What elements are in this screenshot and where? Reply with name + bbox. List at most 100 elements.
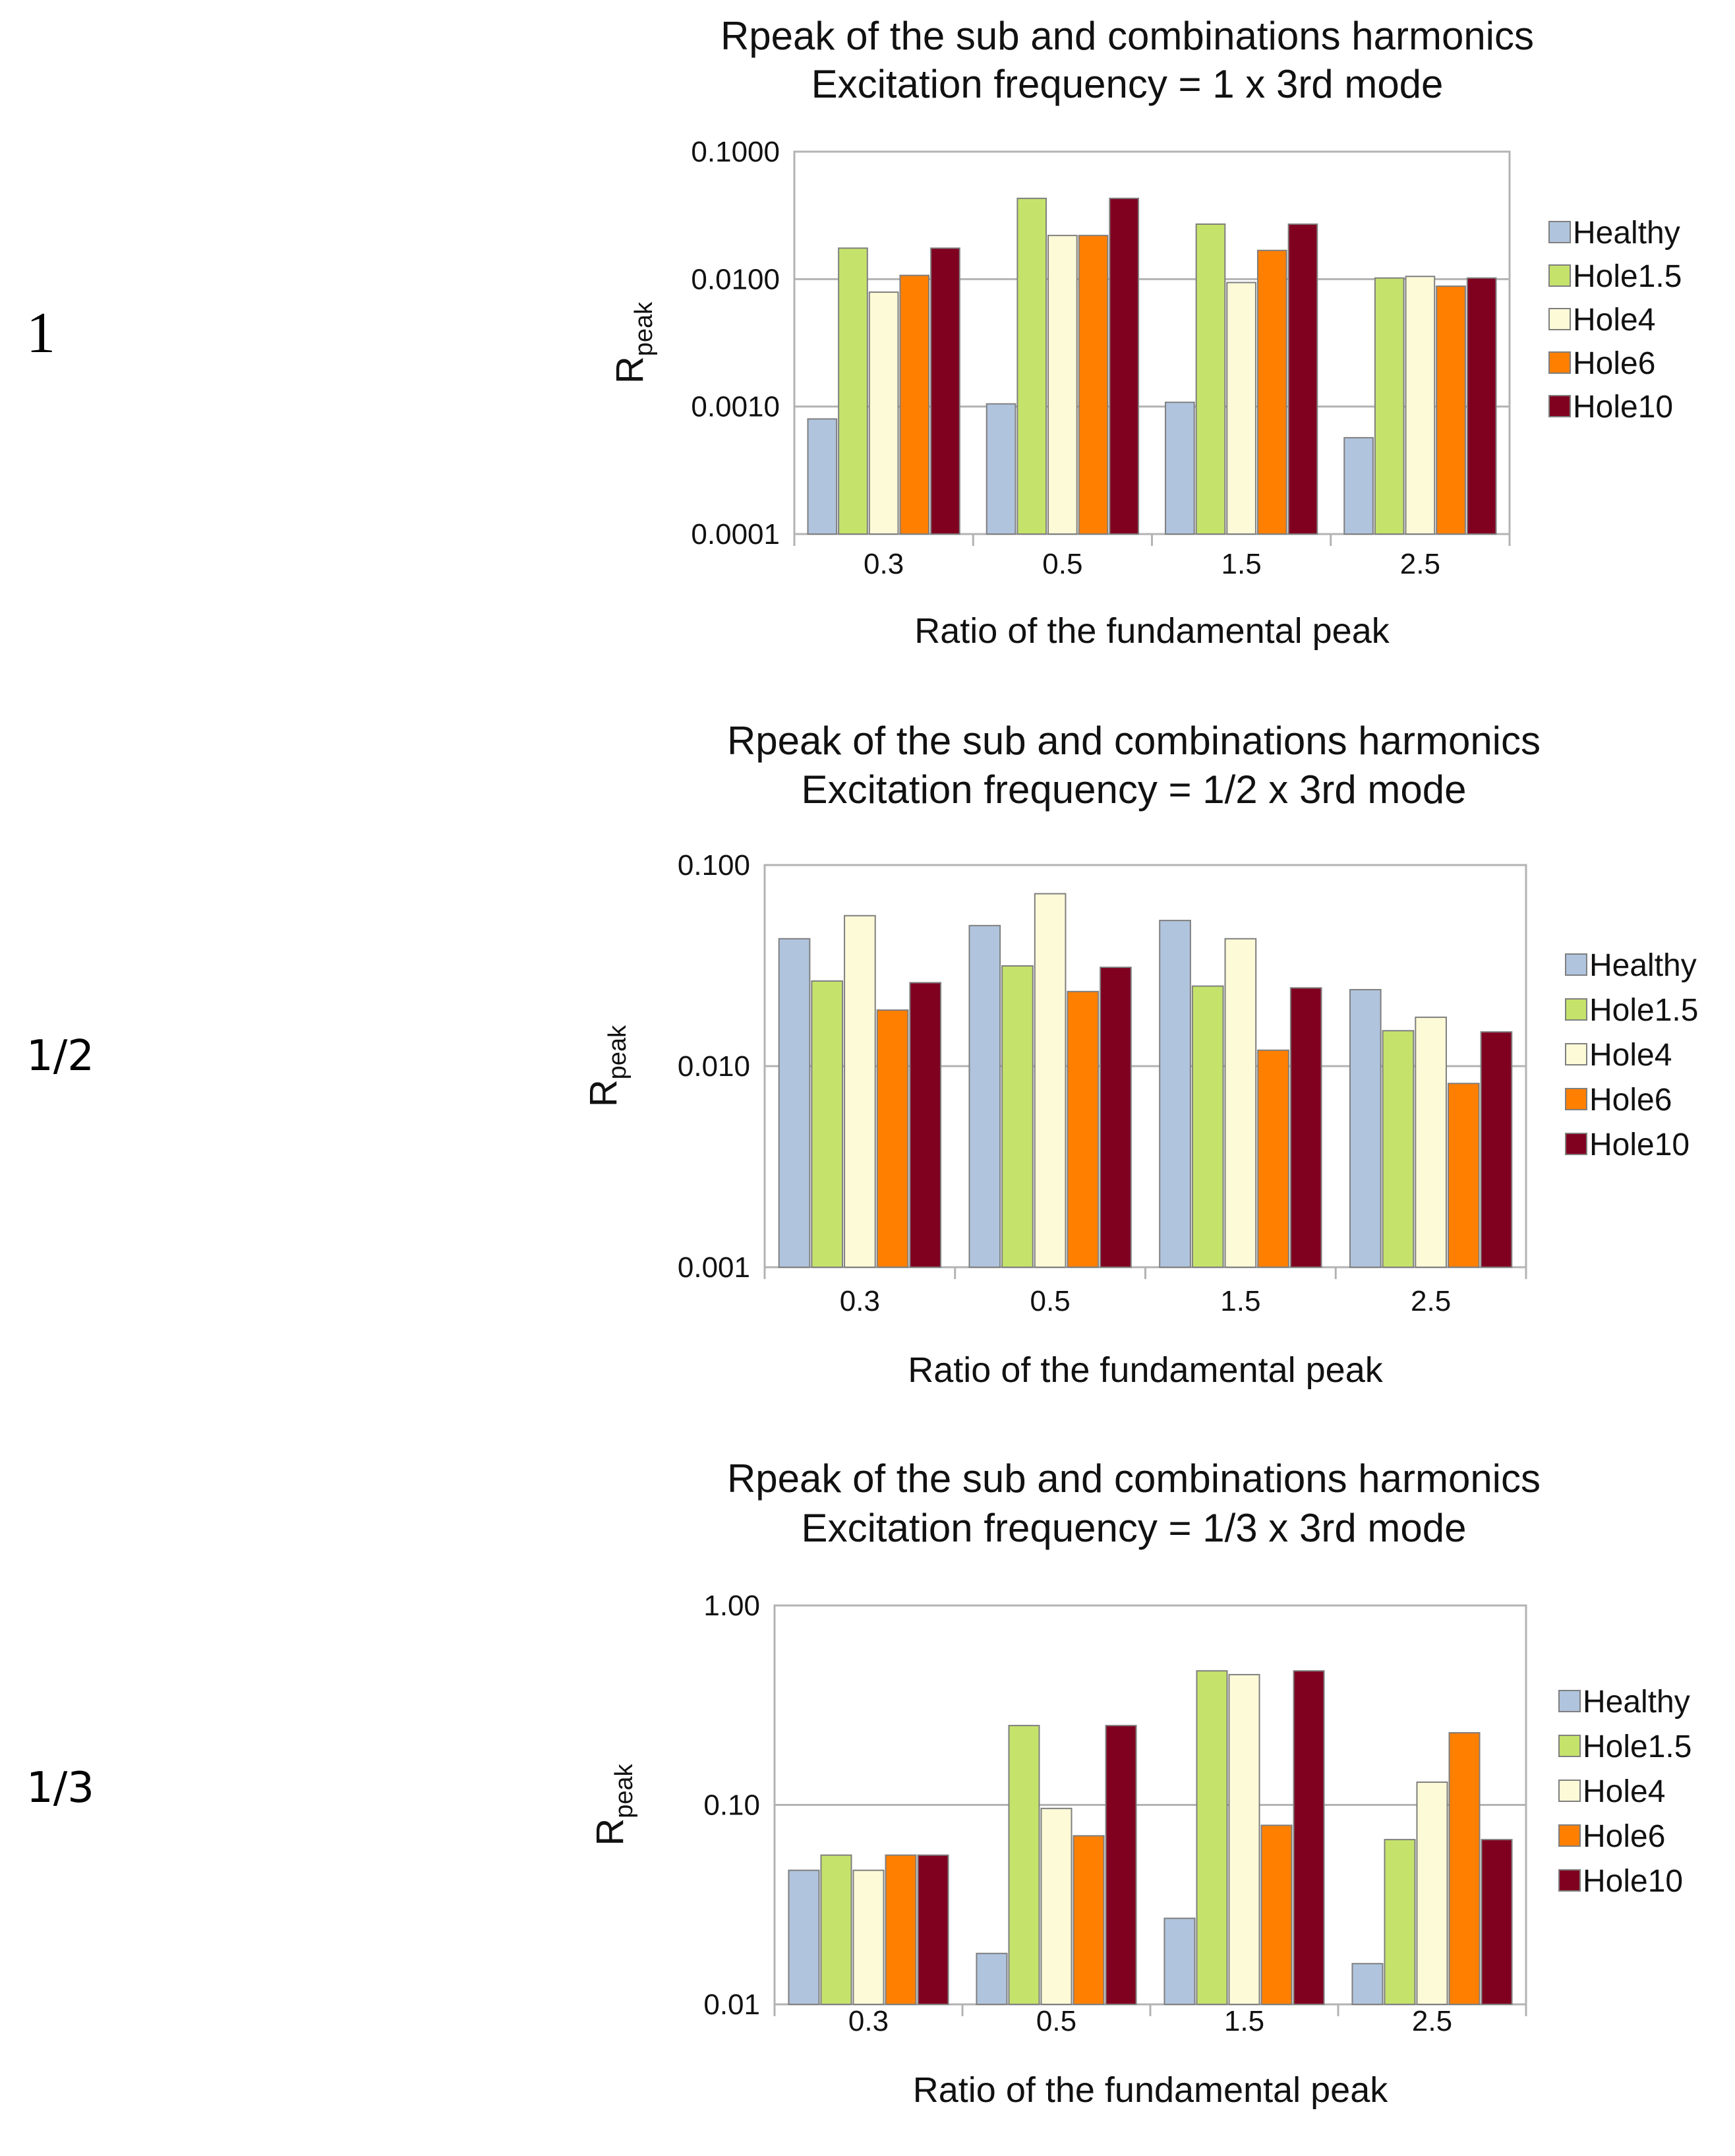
bar-hole6-2-5 xyxy=(1448,1732,1481,2005)
legend-label: Hole10 xyxy=(1583,1864,1683,1899)
bar-hole4-1-5 xyxy=(1226,282,1256,535)
x-tick-label: 2.5 xyxy=(1411,1285,1451,1317)
legend-swatch xyxy=(1548,395,1571,417)
bar-hole4-0-3 xyxy=(844,914,876,1268)
row-label-1-2: 1/2 xyxy=(26,1032,94,1081)
bar-hole4-1-5 xyxy=(1228,1673,1260,2005)
bar-hole6-2-5 xyxy=(1436,285,1466,535)
bar-hole4-0-3 xyxy=(868,291,899,535)
bar-hole6-0-3 xyxy=(899,274,930,535)
bar-healthy-1-5 xyxy=(1159,920,1191,1268)
bar-hole1-5-0-3 xyxy=(811,980,844,1268)
bar-hole10-0-3 xyxy=(930,247,960,535)
y-tick-label: 0.010 xyxy=(678,1050,750,1083)
bar-healthy-0-5 xyxy=(985,403,1016,535)
chart-title: Rpeak of the sub and combinations harmon… xyxy=(720,14,1534,58)
legend-label: Hole6 xyxy=(1589,1083,1672,1118)
bar-hole6-0-3 xyxy=(876,1009,909,1268)
bar-healthy-0-3 xyxy=(778,938,811,1268)
bar-hole4-0-5 xyxy=(1040,1807,1073,2006)
legend-swatch xyxy=(1548,221,1571,243)
legend-label: Healthy xyxy=(1589,948,1697,983)
bar-hole10-2-5 xyxy=(1481,1839,1513,2005)
x-tick-label: 2.5 xyxy=(1412,2005,1452,2037)
legend-swatch xyxy=(1565,953,1587,976)
legend-label: Hole6 xyxy=(1583,1819,1665,1854)
bar-healthy-0-3 xyxy=(807,418,838,535)
bar-healthy-0-3 xyxy=(788,1869,820,2005)
bar-hole10-1-5 xyxy=(1287,223,1318,535)
y-tick-label: 1.00 xyxy=(703,1590,760,1622)
legend-swatch xyxy=(1558,1869,1581,1892)
legend-swatch xyxy=(1565,1088,1587,1110)
bar-hole1-5-1-5 xyxy=(1195,223,1226,535)
row-label-1-3: 1/3 xyxy=(26,1764,94,1812)
legend-label: Hole4 xyxy=(1583,1774,1665,1809)
y-axis-label: Rpeak xyxy=(582,1025,632,1107)
legend-swatch xyxy=(1558,1780,1581,1802)
y-tick-label: 0.0100 xyxy=(691,263,780,295)
bar-hole6-0-5 xyxy=(1067,990,1100,1268)
legend-label: Hole1.5 xyxy=(1583,1729,1691,1764)
legend-swatch xyxy=(1548,264,1571,287)
bar-hole4-0-5 xyxy=(1047,235,1078,535)
bar-healthy-2-5 xyxy=(1351,1963,1384,2006)
bar-hole10-0-5 xyxy=(1105,1725,1137,2005)
legend-label: Healthy xyxy=(1583,1685,1690,1720)
bar-healthy-2-5 xyxy=(1343,436,1374,535)
legend-label: Hole10 xyxy=(1573,390,1673,425)
bar-hole1-5-0-5 xyxy=(1008,1725,1040,2005)
y-tick-label: 0.0010 xyxy=(691,391,780,423)
y-tick-label: 0.01 xyxy=(703,1989,760,2021)
bar-hole1-5-2-5 xyxy=(1382,1030,1415,1268)
x-axis-label: Ratio of the fundamental peak xyxy=(908,1350,1383,1390)
bar-hole6-0-3 xyxy=(885,1854,917,2005)
legend-swatch xyxy=(1565,1133,1587,1155)
y-tick-label: 0.100 xyxy=(678,849,750,882)
bar-hole6-0-5 xyxy=(1073,1835,1105,2005)
y-axis-label: Rpeak xyxy=(589,1763,638,1845)
bar-hole10-0-3 xyxy=(909,982,942,1268)
legend-swatch xyxy=(1558,1824,1581,1847)
bar-hole10-2-5 xyxy=(1466,277,1497,535)
chart-excitation-1: Rpeak of the sub and combinations harmon… xyxy=(608,14,1682,651)
bar-hole6-0-5 xyxy=(1078,235,1109,535)
legend-label: Hole10 xyxy=(1589,1127,1690,1162)
x-tick-label: 0.3 xyxy=(840,1285,880,1317)
bar-healthy-0-5 xyxy=(968,924,1001,1268)
bar-hole1-5-1-5 xyxy=(1191,985,1224,1268)
bar-hole10-1-5 xyxy=(1293,1670,1325,2005)
x-axis-label: Ratio of the fundamental peak xyxy=(914,611,1390,651)
bar-hole6-1-5 xyxy=(1260,1824,1293,2006)
bar-healthy-2-5 xyxy=(1349,989,1382,1268)
y-tick-label: 0.10 xyxy=(703,1789,760,1822)
x-tick-label: 0.3 xyxy=(864,548,904,580)
bar-hole10-2-5 xyxy=(1480,1031,1513,1268)
chart-subtitle: Excitation frequency = 1/2 x 3rd mode xyxy=(802,767,1467,812)
bar-hole1-5-1-5 xyxy=(1196,1670,1228,2005)
bar-hole1-5-2-5 xyxy=(1374,277,1405,535)
legend-swatch xyxy=(1565,1043,1587,1065)
legend-swatch xyxy=(1558,1690,1581,1712)
legend-label: Healthy xyxy=(1573,216,1680,251)
x-axis-label: Ratio of the fundamental peak xyxy=(913,2070,1388,2110)
legend-label: Hole1.5 xyxy=(1573,259,1682,294)
legend-swatch xyxy=(1558,1735,1581,1757)
bar-hole10-1-5 xyxy=(1289,987,1322,1268)
bar-hole10-0-3 xyxy=(917,1854,949,2005)
y-tick-label: 0.0001 xyxy=(691,518,780,551)
bar-hole1-5-0-5 xyxy=(1016,197,1047,535)
chart-subtitle: Excitation frequency = 1 x 3rd mode xyxy=(811,62,1444,106)
legend-swatch xyxy=(1548,351,1571,374)
bar-hole6-2-5 xyxy=(1447,1083,1480,1269)
bar-hole4-0-5 xyxy=(1034,893,1067,1268)
x-tick-label: 2.5 xyxy=(1400,548,1440,580)
chart-title: Rpeak of the sub and combinations harmon… xyxy=(727,719,1541,763)
legend-label: Hole4 xyxy=(1589,1038,1672,1073)
x-tick-label: 0.5 xyxy=(1042,548,1082,580)
legend-swatch xyxy=(1548,308,1571,330)
bar-hole4-1-5 xyxy=(1224,938,1257,1268)
legend-label: Hole4 xyxy=(1573,303,1655,338)
y-tick-label: 0.1000 xyxy=(691,136,780,168)
legend-swatch xyxy=(1565,998,1587,1021)
